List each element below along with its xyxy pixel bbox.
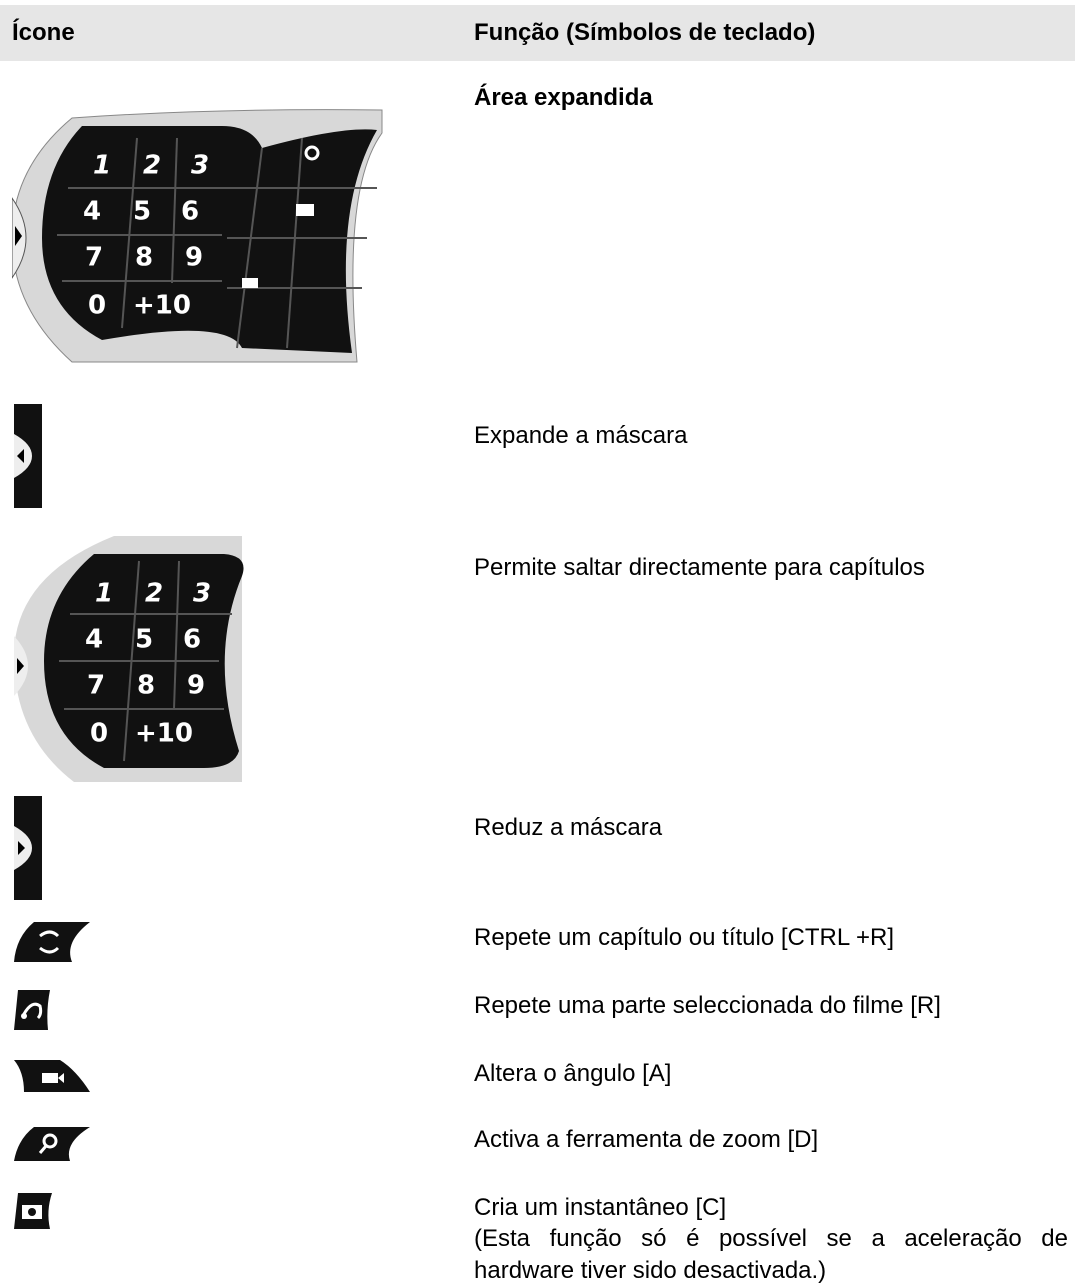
- keypad-key: 1: [95, 579, 113, 609]
- keypad-key: 2: [143, 151, 161, 181]
- table-header: Ícone Função (Símbolos de teclado): [0, 5, 1075, 61]
- keypad-key: +10: [135, 719, 193, 749]
- function-text: Área expandida: [474, 84, 653, 111]
- keypad-key: 1: [93, 151, 111, 181]
- keypad-key: 0: [88, 291, 106, 321]
- keypad-key: 7: [85, 243, 103, 273]
- reduce-icon: [14, 796, 42, 900]
- keypad-key: 6: [183, 625, 201, 655]
- keypad-key: 8: [135, 243, 153, 273]
- header-icon: Ícone: [12, 19, 75, 46]
- expanded-icon: 1 2 3 4 5 6 7 8 9 0 +10: [12, 109, 383, 363]
- function-text: Activa a ferramenta de zoom [D]: [474, 1126, 819, 1153]
- function-text: Repete uma parte seleccionada do filme […: [474, 992, 941, 1019]
- function-text: Permite saltar directamente para capítul…: [474, 554, 925, 581]
- keypad-key: 3: [191, 151, 209, 181]
- repeat-icon: [14, 922, 90, 962]
- function-text: Cria um instantâneo [C]: [474, 1194, 727, 1221]
- function-text: Altera o ângulo [A]: [474, 1060, 672, 1087]
- keypad-key: 2: [145, 579, 163, 609]
- keypad-icon: 1 2 3 4 5 6 7 8 9 0 +10: [14, 536, 244, 782]
- function-text: Expande a máscara: [474, 422, 688, 449]
- function-note: (Esta função só é possível se a aceleraç…: [474, 1225, 1068, 1284]
- keypad-key: 5: [133, 197, 151, 227]
- keypad-key: 9: [187, 671, 205, 701]
- angle-icon: [14, 1060, 90, 1092]
- zoom-icon: [14, 1127, 90, 1161]
- expand-icon: [14, 404, 42, 508]
- keypad-key: 5: [135, 625, 153, 655]
- keypad-key: 6: [181, 197, 199, 227]
- keypad-key: 9: [185, 243, 203, 273]
- function-text: Reduz a máscara: [474, 814, 663, 841]
- keypad-key: +10: [133, 291, 191, 321]
- function-text: Repete um capítulo ou título [CTRL +R]: [474, 924, 894, 951]
- keypad-key: 0: [90, 719, 108, 749]
- keypad-key: 4: [85, 625, 103, 655]
- snapshot-icon: [14, 1193, 52, 1229]
- ab-repeat-icon: [14, 990, 50, 1030]
- keypad-key: 3: [193, 579, 211, 609]
- keypad-key: 4: [83, 197, 101, 227]
- keypad-key: 8: [137, 671, 155, 701]
- keypad-key: 7: [87, 671, 105, 701]
- header-function: Função (Símbolos de teclado): [474, 19, 816, 46]
